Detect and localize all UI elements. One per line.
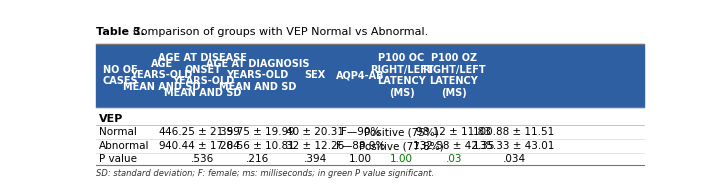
Text: AGE
YEARS-OLD
MEAN AND SD: AGE YEARS-OLD MEAN AND SD — [123, 59, 200, 92]
Text: Normal: Normal — [99, 127, 136, 137]
Text: 1.00: 1.00 — [349, 154, 372, 164]
Text: 40 ± 20.31: 40 ± 20.31 — [286, 127, 344, 137]
Text: Comparison of groups with VEP Normal vs Abnormal.: Comparison of groups with VEP Normal vs … — [126, 27, 428, 37]
Text: .034: .034 — [503, 154, 526, 164]
Text: 28.56 ± 10.81: 28.56 ± 10.81 — [220, 141, 295, 151]
Text: 32 ± 12.26: 32 ± 12.26 — [286, 141, 344, 151]
Text: Positive (75%): Positive (75%) — [364, 127, 439, 137]
Text: NO OF
CASES: NO OF CASES — [103, 65, 139, 86]
Text: 40.44 ± 17.04: 40.44 ± 17.04 — [165, 141, 240, 151]
Text: P100 OC
RIGHT/LEFT
LATENCY
(MS): P100 OC RIGHT/LEFT LATENCY (MS) — [370, 53, 433, 98]
Bar — [96, 44, 644, 107]
Text: VEP: VEP — [99, 114, 123, 124]
Text: F—88.9%: F—88.9% — [336, 141, 385, 151]
Text: AGE AT DISEASE
ONSET
YEARS-OLD
MEAN AND SD: AGE AT DISEASE ONSET YEARS-OLD MEAN AND … — [158, 53, 247, 98]
Text: 39.75 ± 19.99: 39.75 ± 19.99 — [220, 127, 295, 137]
Text: .394: .394 — [303, 154, 327, 164]
Text: Abnormal: Abnormal — [99, 141, 149, 151]
Text: P value: P value — [99, 154, 136, 164]
Text: SD: standard deviation; F: female; ms: milliseconds; in green P value significan: SD: standard deviation; F: female; ms: m… — [96, 169, 434, 178]
Text: .536: .536 — [191, 154, 214, 164]
Text: .03: .03 — [445, 154, 462, 164]
Text: 4: 4 — [158, 127, 165, 137]
Text: AQP4-AB: AQP4-AB — [336, 70, 385, 81]
Text: AGE AT DIAGNOSIS
YEARS-OLD
MEAN AND SD: AGE AT DIAGNOSIS YEARS-OLD MEAN AND SD — [206, 59, 309, 92]
Text: F—90%: F—90% — [341, 127, 380, 137]
Text: .216: .216 — [246, 154, 269, 164]
Text: 135.33 ± 43.01: 135.33 ± 43.01 — [474, 141, 554, 151]
Text: 1.00: 1.00 — [390, 154, 413, 164]
Text: Positive (77.8%): Positive (77.8%) — [359, 141, 444, 151]
Text: 9: 9 — [158, 141, 165, 151]
Text: 46.25 ± 21.59: 46.25 ± 21.59 — [165, 127, 240, 137]
Text: P100 OZ
RIGHT/LEFT
LATENCY
(MS): P100 OZ RIGHT/LEFT LATENCY (MS) — [422, 53, 485, 98]
Text: SEX: SEX — [305, 70, 326, 81]
Text: Table 3.: Table 3. — [96, 27, 144, 37]
Text: 132.58 ± 42.35: 132.58 ± 42.35 — [413, 141, 495, 151]
Text: 98.12 ± 11.83: 98.12 ± 11.83 — [416, 127, 491, 137]
Text: 100.88 ± 11.51: 100.88 ± 11.51 — [474, 127, 554, 137]
